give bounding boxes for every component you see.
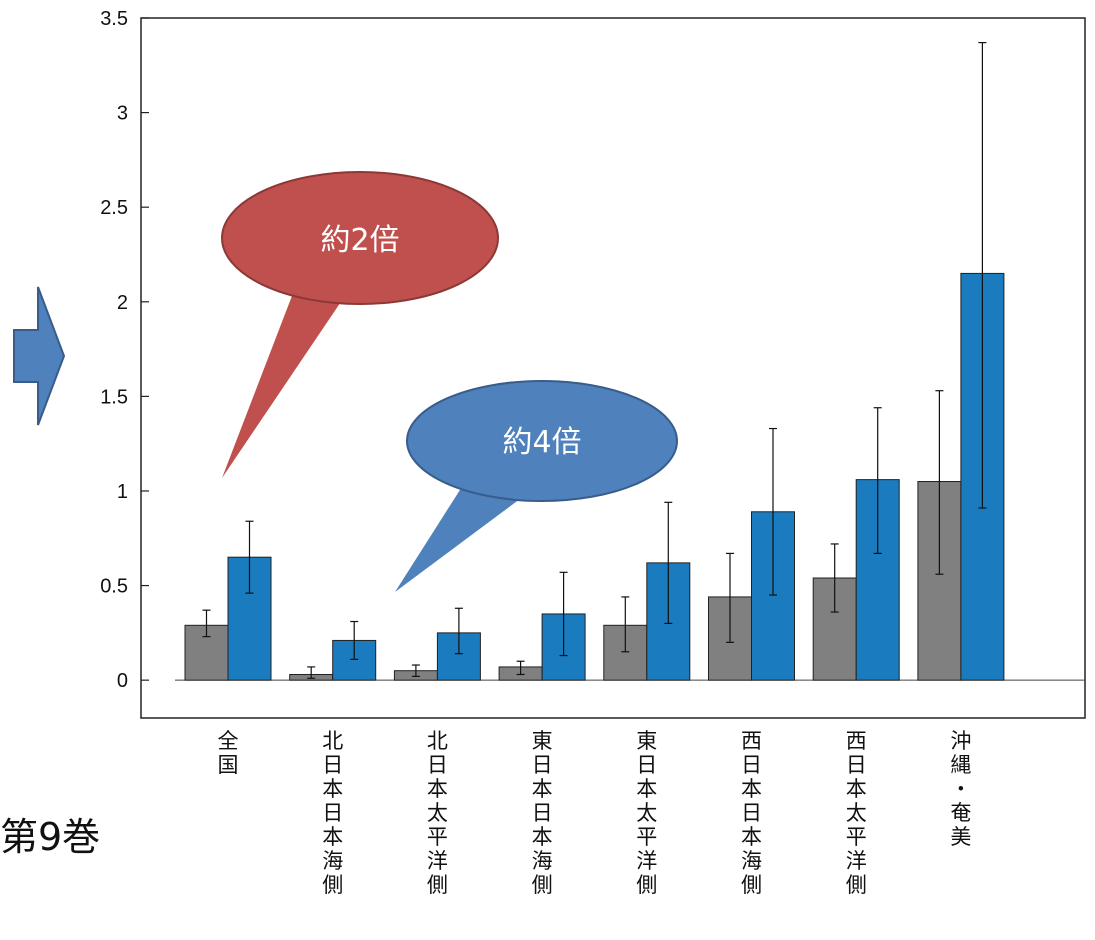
speech-bubble-blue-ellipse (406, 380, 678, 502)
x-axis-labels: 全国 北日本日本海側 北日本太平洋側 東日本日本海側 東日本太平洋側 西日本日本海側 西日本… (218, 729, 972, 897)
error-bars-group (202, 41, 987, 679)
y-tick-label: 3.5 (100, 8, 128, 30)
error-bar (350, 620, 359, 660)
right-arrow-shape (13, 286, 66, 426)
error-bar (307, 666, 316, 679)
error-bar (621, 596, 630, 653)
error-bar (726, 552, 734, 643)
x-category-label: 全国 (218, 729, 239, 777)
speech-bubble-red (222, 275, 355, 478)
callout-blue-text: 約4倍 (502, 425, 581, 460)
error-bar (559, 571, 568, 657)
error-bar (411, 664, 420, 677)
callout-red: 約2倍 (221, 171, 499, 478)
y-tick-label: 3 (117, 103, 128, 125)
x-category-label: 沖縄・奄美 (950, 729, 971, 849)
y-tick-label: 1 (117, 481, 128, 503)
error-bar (516, 660, 525, 676)
error-bar (769, 427, 777, 596)
error-bar (978, 41, 987, 509)
x-category-label: 北日本日本海側 (322, 729, 343, 897)
error-bar (664, 501, 673, 625)
error-bar (830, 543, 839, 613)
x-category-label: 西日本日本海側 (741, 729, 762, 897)
speech-bubble-blue (395, 482, 532, 592)
y-tick-label: 2.5 (100, 197, 128, 219)
error-bar (202, 609, 211, 638)
y-tick-label: 2 (117, 292, 128, 314)
y-axis: 0 0.5 1 1.5 2 2.5 3 3.5 (100, 8, 149, 692)
y-tick-label: 1.5 (100, 386, 128, 408)
error-bar (935, 390, 944, 575)
x-category-label: 東日本太平洋側 (636, 729, 657, 897)
x-category-label: 西日本太平洋側 (846, 729, 867, 897)
y-tick-label: 0 (117, 670, 128, 692)
callout-red-text: 約2倍 (320, 223, 399, 258)
speech-bubble-red-ellipse (221, 171, 499, 305)
x-category-label: 北日本太平洋側 (427, 729, 448, 897)
error-bar (454, 607, 463, 655)
error-bar (873, 407, 882, 555)
callout-blue: 約4倍 (395, 380, 678, 592)
x-category-label: 東日本日本海側 (532, 729, 553, 897)
footnote-text: 第9巻 (0, 815, 101, 859)
y-tick-label: 0.5 (100, 576, 128, 598)
error-bar (245, 520, 254, 594)
